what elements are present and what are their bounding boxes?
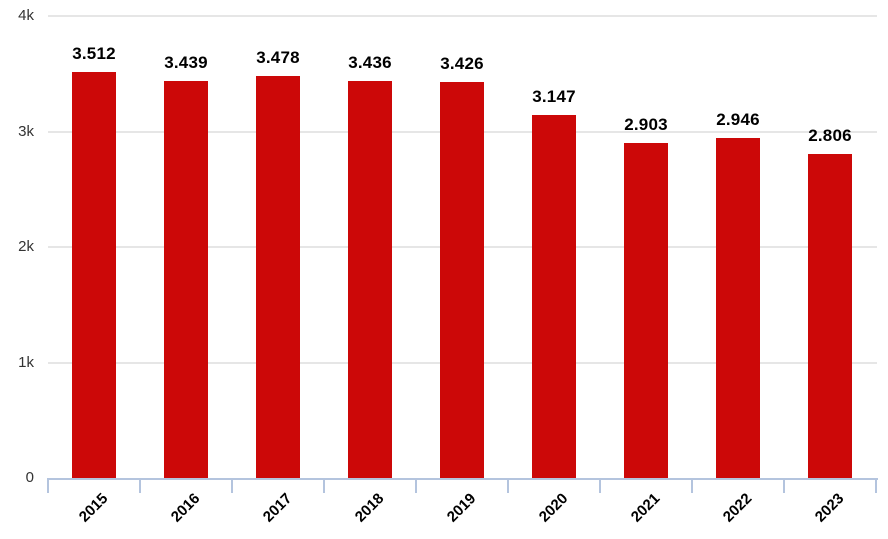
bar-2021[interactable] (624, 142, 668, 478)
bar-2022[interactable] (716, 137, 760, 478)
y-axis-tick-label: 1k (18, 353, 34, 371)
x-axis-tick (507, 478, 509, 493)
bar-2023[interactable] (808, 153, 852, 478)
x-axis-category-label-text: 2019 (443, 490, 480, 526)
x-axis-tick (231, 478, 233, 493)
bar-value-label: 3.478 (256, 48, 300, 68)
x-axis-tick (323, 478, 325, 493)
x-axis-category-label-text: 2021 (627, 490, 664, 526)
bar-value-label: 2.903 (624, 114, 668, 134)
x-axis-line (48, 478, 878, 480)
y-axis-tick-label: 0 (25, 469, 34, 486)
bar-value-label: 3.147 (532, 86, 576, 106)
x-axis-category-label-text: 2017 (259, 490, 296, 526)
y-axis-tick-label: 3k (18, 122, 34, 140)
bar-value-label: 2.806 (808, 125, 852, 145)
bar-2018[interactable] (348, 81, 392, 478)
x-axis-tick (415, 478, 417, 493)
x-axis-category-label-text: 2018 (351, 490, 388, 526)
bar-2015[interactable] (72, 72, 116, 478)
bar-value-label: 3.426 (440, 54, 484, 74)
bar-2017[interactable] (256, 76, 300, 478)
bar-value-label: 2.946 (716, 109, 760, 129)
x-axis-category-label-text: 2015 (75, 490, 112, 526)
y-axis-tick-label: 4k (18, 7, 34, 24)
x-axis-tick (599, 478, 601, 493)
x-axis-category-label-text: 2022 (719, 490, 756, 526)
x-axis-tick (691, 478, 693, 493)
x-axis-category-label-text: 2023 (811, 490, 848, 526)
bar-value-label: 3.512 (72, 44, 116, 64)
x-axis-category-label-text: 2020 (535, 490, 572, 526)
gridline (48, 15, 877, 17)
x-axis-tick (783, 478, 785, 493)
bar-2020[interactable] (532, 114, 576, 478)
bar-2016[interactable] (164, 80, 208, 478)
y-axis-tick-label: 2k (18, 238, 34, 255)
x-axis-tick (139, 478, 141, 493)
bar-value-label: 3.439 (164, 52, 208, 72)
x-axis-tick (875, 478, 877, 493)
bar-value-label: 3.436 (348, 53, 392, 73)
x-axis-tick (47, 478, 49, 493)
x-axis-category-label-text: 2016 (167, 490, 204, 526)
bar-2019[interactable] (440, 82, 484, 478)
